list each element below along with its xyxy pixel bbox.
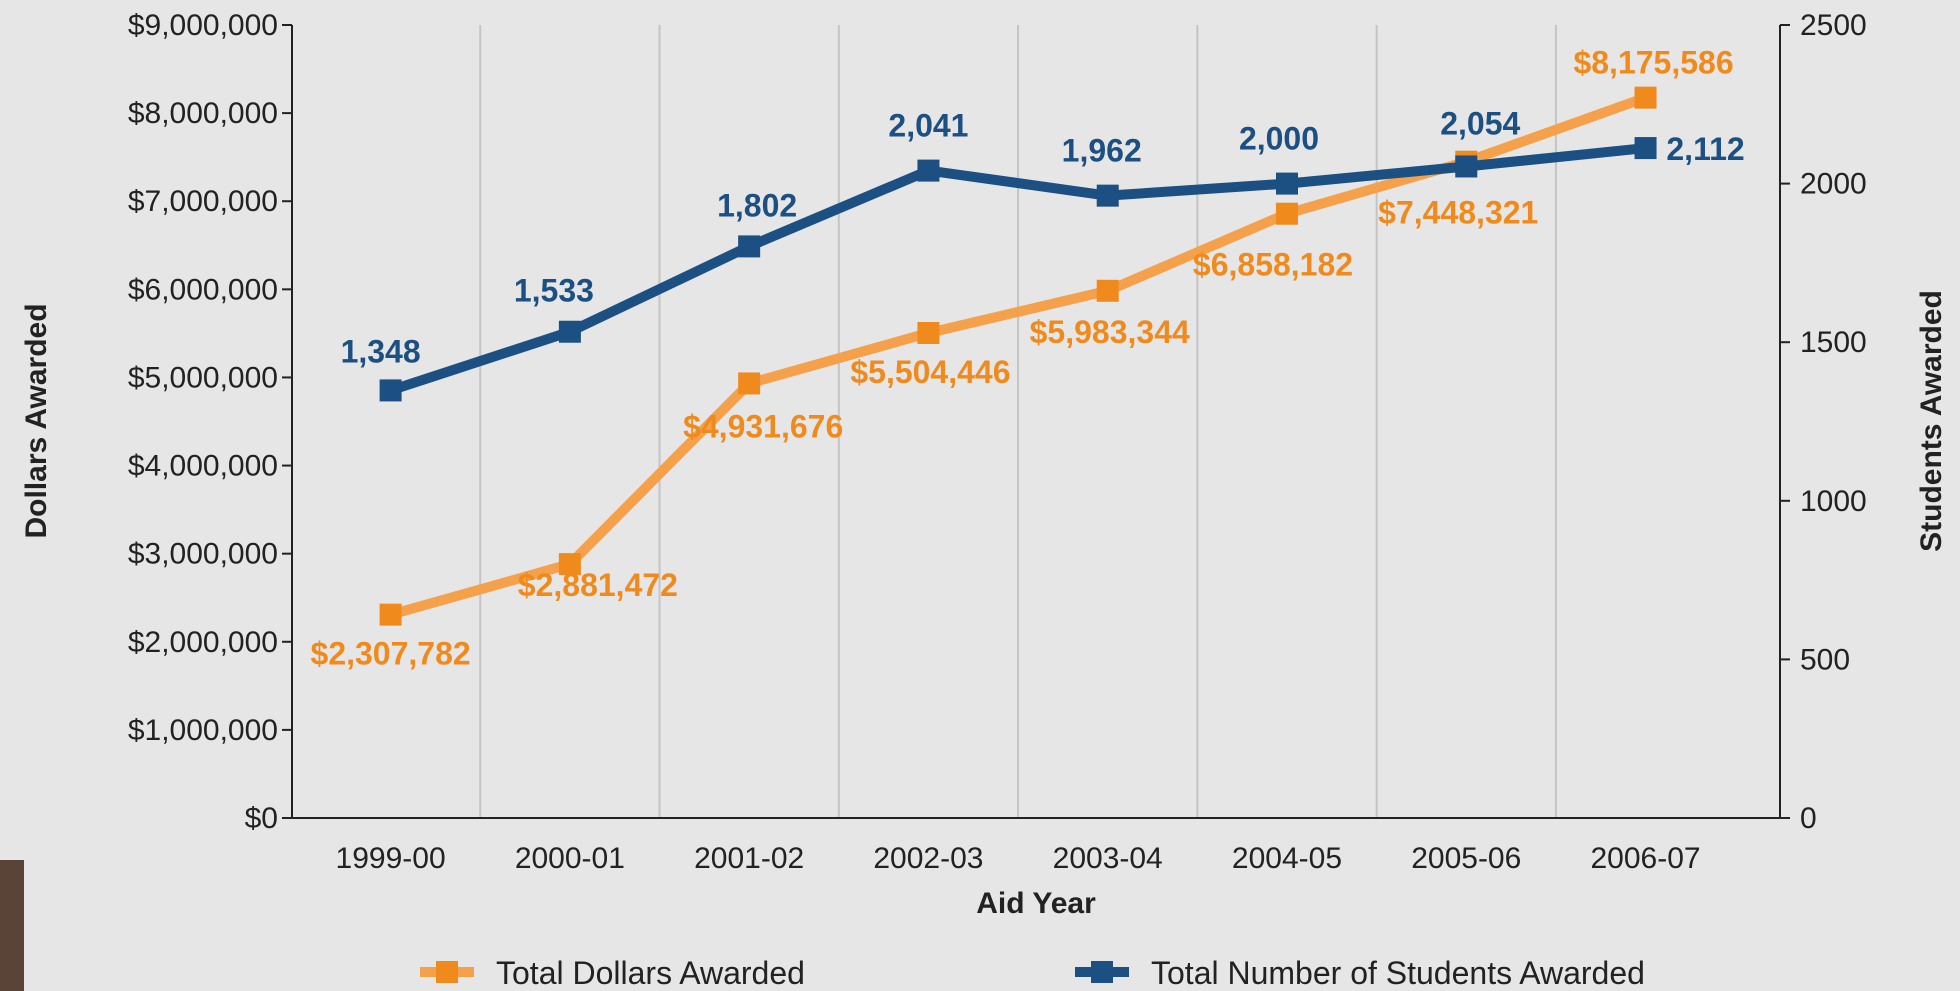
- x-tick-label: 2005-06: [1411, 842, 1521, 875]
- legend-item-students: Total Number of Students Awarded: [1075, 955, 1645, 991]
- data-label-dollars: $5,504,446: [850, 354, 1010, 390]
- data-labels: $2,307,782 $2,881,472 $4,931,676$5,504,446…: [311, 45, 1745, 672]
- x-tick-label: 2002-03: [873, 842, 983, 875]
- legend-swatch-marker-dollars: [436, 961, 458, 983]
- right-tick-label: 2500: [1800, 9, 1867, 42]
- right-tick-label: 500: [1800, 643, 1850, 676]
- x-tick-label: 2006-07: [1590, 842, 1700, 875]
- point-dollars: [917, 321, 940, 344]
- data-label-dollars: $5,983,344: [1030, 314, 1190, 350]
- x-tick-label: 2000-01: [515, 842, 625, 875]
- data-label-dollars: $2,881,472: [518, 567, 678, 603]
- right-axis-ticks: 0 500 1000 1500 2000 2500: [1780, 9, 1867, 835]
- data-label-dollars: $4,931,676: [683, 408, 843, 444]
- x-axis-ticks: 1999-00 2000-01 2001-02 2002-03 2003-04 2004-…: [336, 842, 1701, 875]
- x-tick-label: 2004-05: [1232, 842, 1342, 875]
- x-axis-title: Aid Year: [976, 887, 1096, 920]
- point-dollars: [558, 553, 581, 576]
- left-axis-title: Dollars Awarded: [20, 303, 53, 538]
- point-students: [1096, 184, 1119, 207]
- data-label-students: 1,802: [717, 187, 797, 223]
- point-students: [738, 235, 761, 258]
- left-tick-label: $7,000,000: [128, 185, 278, 218]
- point-students: [1275, 172, 1298, 195]
- data-label-students: 1,348: [341, 333, 421, 369]
- x-tick-label: 2003-04: [1053, 842, 1163, 875]
- left-tick-label: $9,000,000: [128, 9, 278, 42]
- left-tick-label: $2,000,000: [128, 626, 278, 659]
- point-students: [917, 159, 940, 182]
- right-tick-label: 0: [1800, 802, 1817, 835]
- series-layer: [379, 86, 1657, 626]
- legend-label-dollars: Total Dollars Awarded: [496, 955, 805, 991]
- point-students: [558, 320, 581, 343]
- right-tick-label: 1500: [1800, 326, 1867, 359]
- point-dollars: [379, 603, 402, 626]
- left-tick-label: $6,000,000: [128, 273, 278, 306]
- data-label-dollars: $7,448,321: [1378, 195, 1538, 231]
- left-tick-label: $3,000,000: [128, 538, 278, 571]
- point-students: [1634, 137, 1657, 160]
- right-tick-label: 2000: [1800, 168, 1867, 201]
- data-label-dollars: $6,858,182: [1193, 247, 1353, 283]
- legend-item-dollars: Total Dollars Awarded: [420, 955, 805, 991]
- point-dollars: [1634, 86, 1657, 109]
- point-students: [1455, 155, 1478, 178]
- data-label-students: 2,041: [888, 108, 968, 144]
- point-dollars: [1275, 202, 1298, 225]
- left-tick-label: $5,000,000: [128, 361, 278, 394]
- x-tick-label: 2001-02: [694, 842, 804, 875]
- legend-swatch-marker-students: [1091, 961, 1113, 983]
- x-tick-label: 1999-00: [336, 842, 446, 875]
- series-line-students: [389, 143, 1647, 396]
- point-students: [379, 379, 402, 402]
- left-axis-ticks: $0 $1,000,000 $2,000,000 $3,000,000 $4,000,0…: [128, 9, 292, 835]
- data-label-students: 2,112: [1666, 131, 1744, 167]
- right-axis-title: Students Awarded: [1915, 290, 1948, 552]
- data-label-students: 2,054: [1440, 105, 1520, 141]
- left-tick-label: $4,000,000: [128, 450, 278, 483]
- point-dollars: [738, 372, 761, 395]
- legend-label-students: Total Number of Students Awarded: [1151, 955, 1645, 991]
- data-label-students: 2,000: [1239, 121, 1319, 157]
- point-dollars: [1096, 279, 1119, 302]
- left-tick-label: $8,000,000: [128, 97, 278, 130]
- legend: Total Dollars Awarded Total Number of St…: [420, 955, 1645, 991]
- left-tick-label: $1,000,000: [128, 714, 278, 747]
- data-label-students: 1,533: [514, 273, 594, 309]
- left-tick-label: $0: [245, 802, 278, 835]
- data-label-dollars: $8,175,586: [1573, 45, 1733, 81]
- grid-lines: [479, 25, 1557, 818]
- data-label-dollars: $2,307,782: [311, 636, 471, 672]
- background-corner: [0, 860, 24, 991]
- right-tick-label: 1000: [1800, 485, 1867, 518]
- data-label-students: 1,962: [1062, 133, 1142, 169]
